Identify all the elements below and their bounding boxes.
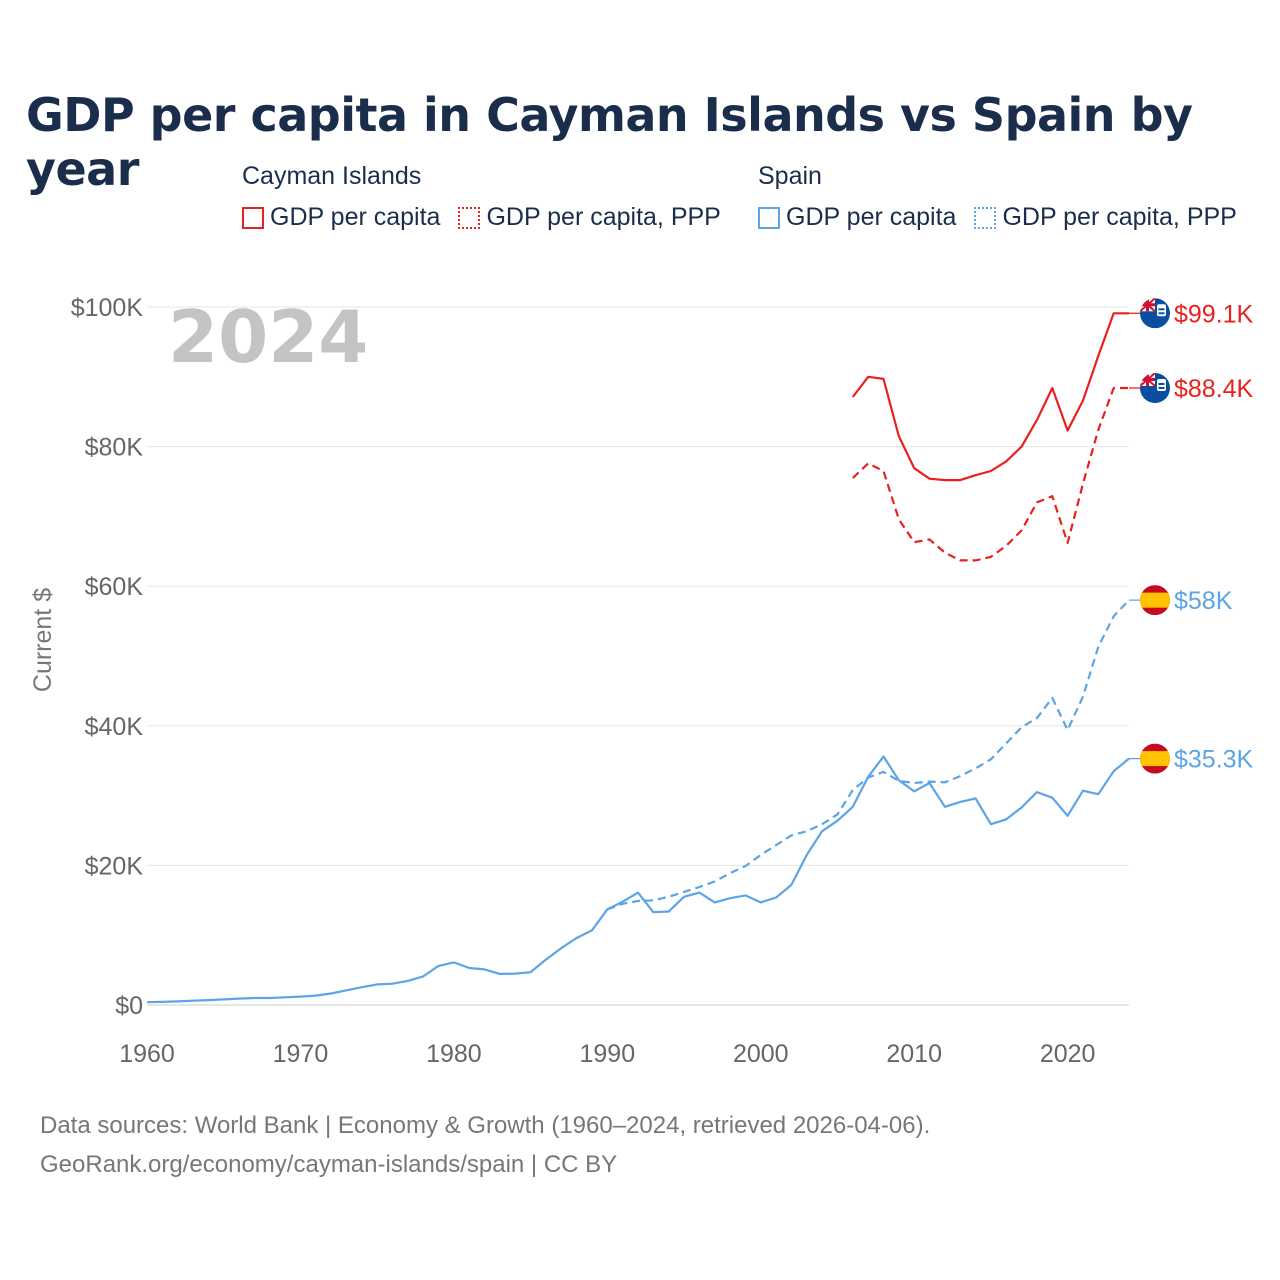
y-tick-label: $100K [71, 294, 144, 322]
legend-heading-spain: Spain [758, 162, 822, 190]
cayman-islands-flag-icon [1140, 298, 1170, 329]
legend-item-spain-ppp[interactable]: GDP per capita, PPP [974, 203, 1237, 232]
x-tick-label: 1990 [580, 1040, 636, 1068]
end-value-label: $58K [1174, 587, 1233, 615]
legend-item-cayman-gdp[interactable]: GDP per capita [242, 203, 440, 232]
series-lines [146, 312, 1130, 1004]
series-line [851, 312, 1129, 482]
legend-swatch-dotted-icon [974, 206, 997, 229]
legend-label: GDP per capita [270, 203, 441, 231]
y-tick-label: $60K [85, 573, 144, 601]
legend-label: GDP per capita, PPP [1002, 203, 1237, 231]
legend-label: GDP per capita [786, 203, 957, 231]
end-value-label: $99.1K [1174, 300, 1254, 328]
series-line [146, 755, 1130, 1004]
legend-group-spain: Spain GDP per capita GDP per capita, PPP [758, 162, 1237, 232]
x-tick-label: 1980 [426, 1040, 482, 1068]
y-tick-label: $20K [85, 852, 144, 880]
legend-swatch-solid-icon [758, 206, 780, 229]
legend-heading-cayman: Cayman Islands [242, 162, 422, 190]
y-tick-label: $0 [115, 992, 143, 1020]
end-labels: $99.1K $88.4K $35.3K $58K [1129, 298, 1254, 774]
legend-item-cayman-ppp[interactable]: GDP per capita, PPP [458, 203, 721, 232]
y-axis: $0 $20K $40K $60K $80K $100K [71, 294, 144, 1020]
end-value-label: $35.3K [1174, 746, 1254, 774]
x-tick-label: 2000 [733, 1040, 789, 1068]
grid-lines [147, 306, 1129, 1006]
legend-swatch-dotted-icon [458, 206, 481, 229]
y-axis-label: Current $ [29, 588, 57, 692]
x-tick-label: 1970 [273, 1040, 329, 1068]
legend-label: GDP per capita, PPP [486, 203, 721, 231]
legend-swatch-solid-icon [242, 206, 264, 229]
spain-flag-icon [1140, 585, 1170, 616]
chart-title: GDP per capita in Cayman Islands vs Spai… [26, 88, 1193, 196]
y-tick-label: $80K [85, 434, 144, 462]
x-axis: 1960 1970 1980 1990 2000 2010 2020 [119, 1040, 1095, 1068]
x-tick-label: 1960 [119, 1040, 175, 1068]
year-watermark: 2024 [168, 295, 368, 379]
footer: Data sources: World Bank | Economy & Gro… [40, 1106, 930, 1184]
legend-item-spain-gdp[interactable]: GDP per capita [758, 203, 956, 232]
x-tick-label: 2020 [1040, 1040, 1096, 1068]
spain-flag-icon [1140, 743, 1170, 774]
y-tick-label: $40K [85, 713, 144, 741]
end-value-label: $88.4K [1174, 375, 1254, 403]
footer-link[interactable]: GeoRank.org/economy/cayman-islands/spain… [40, 1151, 618, 1178]
cayman-islands-flag-icon [1140, 372, 1170, 403]
x-tick-label: 2010 [886, 1040, 942, 1068]
footer-sources: Data sources: World Bank | Economy & Gro… [40, 1112, 931, 1139]
series-line [852, 386, 1129, 562]
legend-group-cayman: Cayman Islands GDP per capita GDP per ca… [242, 162, 721, 232]
series-line [606, 599, 1130, 911]
